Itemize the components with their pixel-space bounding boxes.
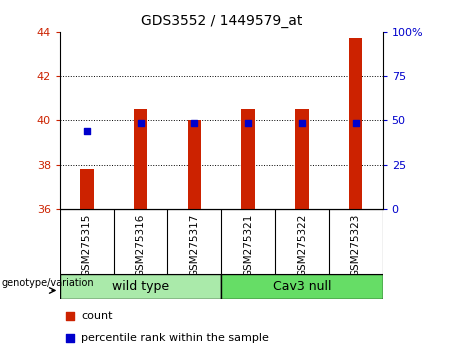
Text: wild type: wild type	[112, 280, 169, 293]
Bar	[242, 109, 255, 209]
Title: GDS3552 / 1449579_at: GDS3552 / 1449579_at	[141, 14, 302, 28]
Point	[298, 120, 306, 125]
Point	[66, 335, 73, 341]
Text: count: count	[81, 311, 112, 321]
Bar	[295, 109, 309, 209]
Point	[83, 129, 90, 134]
Text: GSM275322: GSM275322	[297, 214, 307, 278]
Point	[191, 120, 198, 125]
Bar	[134, 109, 148, 209]
Point	[352, 120, 360, 125]
Bar	[221, 274, 383, 299]
Text: GSM275316: GSM275316	[136, 214, 146, 278]
Point	[137, 120, 144, 125]
Point	[66, 314, 73, 319]
Text: GSM275317: GSM275317	[189, 214, 200, 278]
Bar	[80, 169, 94, 209]
Bar	[349, 39, 362, 209]
Text: Cav3 null: Cav3 null	[273, 280, 331, 293]
Text: GSM275321: GSM275321	[243, 214, 253, 278]
Text: percentile rank within the sample: percentile rank within the sample	[81, 332, 269, 343]
Text: GSM275323: GSM275323	[351, 214, 361, 278]
Text: GSM275315: GSM275315	[82, 214, 92, 278]
Bar	[60, 274, 221, 299]
Point	[244, 120, 252, 125]
Text: genotype/variation: genotype/variation	[1, 278, 94, 288]
Bar	[188, 120, 201, 209]
